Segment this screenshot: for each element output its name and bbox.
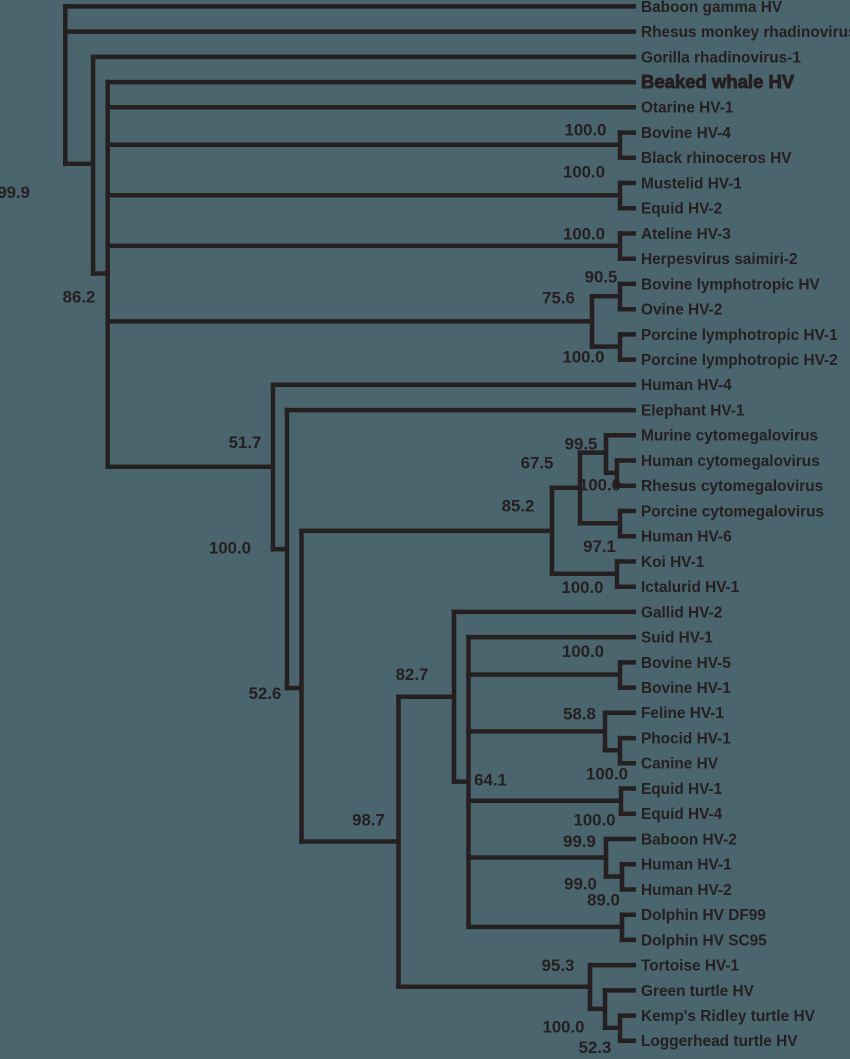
- svg-text:100.0: 100.0: [563, 163, 605, 182]
- svg-text:99.5: 99.5: [565, 435, 598, 454]
- svg-text:99.0: 99.0: [564, 875, 597, 894]
- svg-text:Human HV-2: Human HV-2: [641, 882, 732, 899]
- svg-text:Baboon HV-2: Baboon HV-2: [641, 831, 737, 848]
- svg-text:100.0: 100.0: [586, 765, 628, 784]
- svg-text:Porcine lymphotropic HV-2: Porcine lymphotropic HV-2: [641, 352, 838, 369]
- svg-text:100.0: 100.0: [562, 642, 604, 661]
- svg-text:100.0: 100.0: [565, 121, 607, 140]
- svg-text:75.6: 75.6: [542, 289, 575, 308]
- svg-text:Bovine HV-1: Bovine HV-1: [641, 680, 731, 697]
- svg-text:82.7: 82.7: [396, 665, 429, 684]
- svg-text:Human HV-4: Human HV-4: [641, 377, 732, 394]
- svg-text:Murine cytomegalovirus: Murine cytomegalovirus: [641, 428, 818, 445]
- svg-text:Equid HV-4: Equid HV-4: [641, 806, 723, 823]
- svg-text:Equid HV-2: Equid HV-2: [641, 201, 722, 218]
- svg-text:Ateline HV-3: Ateline HV-3: [641, 226, 731, 243]
- svg-text:Koi HV-1: Koi HV-1: [641, 554, 705, 571]
- svg-text:52.6: 52.6: [249, 684, 282, 703]
- svg-text:85.2: 85.2: [502, 497, 535, 516]
- svg-text:Human HV-1: Human HV-1: [641, 857, 732, 874]
- svg-text:Equid HV-1: Equid HV-1: [641, 781, 723, 798]
- svg-text:Feline HV-1: Feline HV-1: [641, 705, 724, 722]
- svg-text:Loggerhead turtle HV: Loggerhead turtle HV: [641, 1033, 798, 1050]
- svg-text:86.2: 86.2: [63, 288, 96, 307]
- svg-text:Black rhinoceros HV: Black rhinoceros HV: [641, 150, 792, 167]
- svg-text:67.5: 67.5: [521, 454, 554, 473]
- svg-text:Human HV-6: Human HV-6: [641, 529, 732, 546]
- svg-text:Dolphin HV DF99: Dolphin HV DF99: [641, 907, 766, 924]
- svg-text:Bovine HV-4: Bovine HV-4: [641, 125, 731, 142]
- svg-text:Otarine HV-1: Otarine HV-1: [641, 100, 734, 117]
- svg-text:100.0: 100.0: [563, 225, 605, 244]
- svg-text:Porcine cytomegalovirus: Porcine cytomegalovirus: [641, 503, 824, 520]
- svg-text:Kemp's Ridley turtle HV: Kemp's Ridley turtle HV: [641, 1008, 816, 1025]
- svg-text:97.1: 97.1: [583, 537, 616, 556]
- svg-text:Canine HV: Canine HV: [641, 756, 719, 773]
- svg-text:99.9: 99.9: [0, 183, 30, 202]
- svg-text:52.3: 52.3: [579, 1038, 612, 1054]
- svg-text:Bovine HV-5: Bovine HV-5: [641, 655, 731, 672]
- svg-text:64.1: 64.1: [474, 771, 507, 790]
- svg-text:100.0: 100.0: [563, 348, 605, 367]
- svg-text:Phocid HV-1: Phocid HV-1: [641, 731, 731, 748]
- svg-text:Elephant HV-1: Elephant HV-1: [641, 403, 745, 420]
- svg-text:58.8: 58.8: [563, 705, 596, 724]
- svg-text:Rhesus cytomegalovirus: Rhesus cytomegalovirus: [641, 478, 823, 495]
- svg-text:Suid HV-1: Suid HV-1: [641, 630, 713, 647]
- svg-text:90.5: 90.5: [585, 268, 618, 287]
- svg-text:Human cytomegalovirus: Human cytomegalovirus: [641, 453, 820, 470]
- svg-text:51.7: 51.7: [229, 433, 262, 452]
- svg-text:Gorilla rhadinovirus-1: Gorilla rhadinovirus-1: [641, 49, 801, 66]
- svg-text:Baboon gamma HV: Baboon gamma HV: [641, 0, 783, 16]
- svg-text:Green turtle HV: Green turtle HV: [641, 983, 755, 1000]
- svg-text:Beaked whale HV: Beaked whale HV: [641, 71, 795, 92]
- svg-text:100.0: 100.0: [574, 811, 616, 830]
- svg-text:Porcine lymphotropic HV-1: Porcine lymphotropic HV-1: [641, 327, 838, 344]
- svg-text:Rhesus monkey rhadinovirus: Rhesus monkey rhadinovirus: [641, 24, 850, 41]
- svg-text:Ictalurid HV-1: Ictalurid HV-1: [641, 579, 740, 596]
- svg-text:Tortoise HV-1: Tortoise HV-1: [641, 958, 740, 975]
- svg-text:99.9: 99.9: [563, 832, 596, 851]
- svg-text:Bovine lymphotropic HV: Bovine lymphotropic HV: [641, 276, 820, 293]
- svg-text:100.0: 100.0: [543, 1018, 585, 1037]
- svg-text:89.0: 89.0: [587, 891, 620, 910]
- svg-text:100.0: 100.0: [562, 578, 604, 597]
- svg-text:Ovine HV-2: Ovine HV-2: [641, 302, 722, 319]
- svg-text:100.0: 100.0: [579, 476, 621, 495]
- svg-text:95.3: 95.3: [542, 956, 575, 975]
- svg-text:Gallid HV-2: Gallid HV-2: [641, 604, 722, 621]
- svg-text:Dolphin HV SC95: Dolphin HV SC95: [641, 932, 767, 949]
- svg-text:Mustelid HV-1: Mustelid HV-1: [641, 175, 742, 192]
- svg-text:98.7: 98.7: [352, 811, 385, 830]
- svg-text:100.0: 100.0: [209, 539, 251, 558]
- svg-text:Herpesvirus saimiri-2: Herpesvirus saimiri-2: [641, 251, 798, 268]
